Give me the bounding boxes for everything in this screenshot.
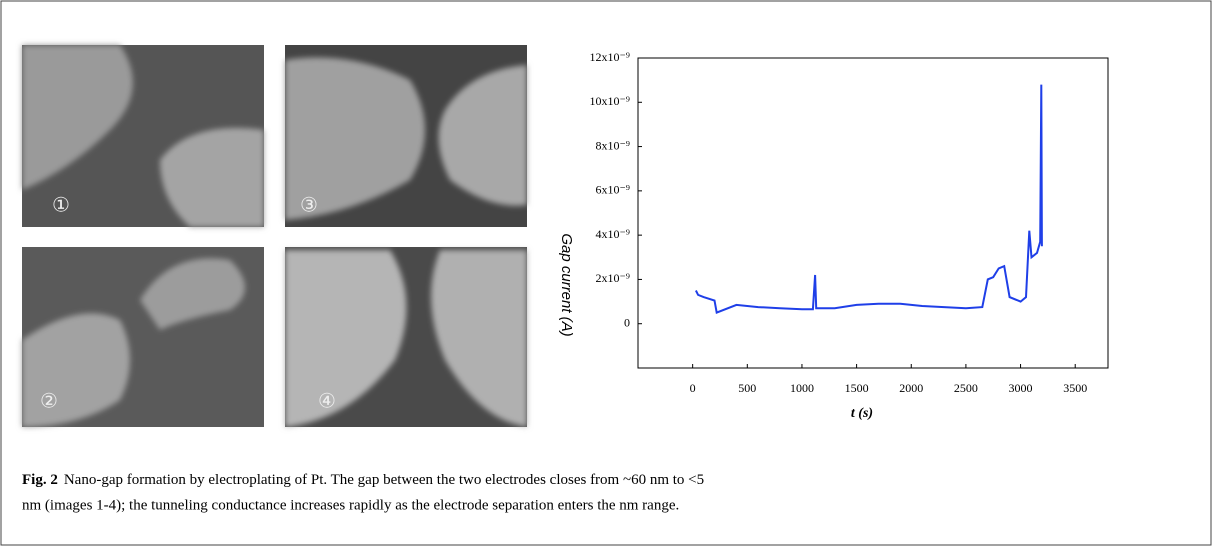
x-tick-label: 2000 <box>899 381 923 395</box>
image-label: ② <box>40 391 58 413</box>
x-tick-label: 1000 <box>790 381 814 395</box>
x-tick-label: 1500 <box>845 381 869 395</box>
y-tick-label: 10x10⁻⁹ <box>589 94 630 108</box>
x-tick-label: 3000 <box>1009 381 1033 395</box>
y-tick-label: 8x10⁻⁹ <box>595 138 630 152</box>
caption-label: Fig. 2 <box>22 472 58 488</box>
x-tick-label: 500 <box>738 381 756 395</box>
data-line <box>695 84 1043 314</box>
y-tick-label: 12x10⁻⁹ <box>589 50 630 64</box>
x-axis-label: t (s) <box>851 406 873 421</box>
sem-image: ② <box>22 247 264 427</box>
sem-image: ① <box>22 45 264 227</box>
plot-area <box>637 57 1109 369</box>
caption-text: nm (images 1-4); the tunneling conductan… <box>22 497 679 513</box>
image-label: ③ <box>300 195 318 217</box>
x-tick-label: 3500 <box>1063 381 1087 395</box>
sem-image: ③ <box>285 45 527 227</box>
image-label: ① <box>52 195 70 217</box>
x-tick-label: 2500 <box>954 381 978 395</box>
y-tick-label: 6x10⁻⁹ <box>595 183 630 197</box>
caption-text: Nano-gap formation by electroplating of … <box>64 472 704 488</box>
image-label: ④ <box>318 391 336 413</box>
x-tick-label: 0 <box>690 381 696 395</box>
y-tick-label: 0 <box>624 315 630 329</box>
y-axis-label: Gap current (A) <box>558 233 575 336</box>
y-tick-label: 2x10⁻⁹ <box>595 271 630 285</box>
y-tick-label: 4x10⁻⁹ <box>595 227 630 241</box>
caption: Fig. 2 Nano-gap formation by electroplati… <box>22 472 704 488</box>
sem-image: ④ <box>285 247 527 427</box>
